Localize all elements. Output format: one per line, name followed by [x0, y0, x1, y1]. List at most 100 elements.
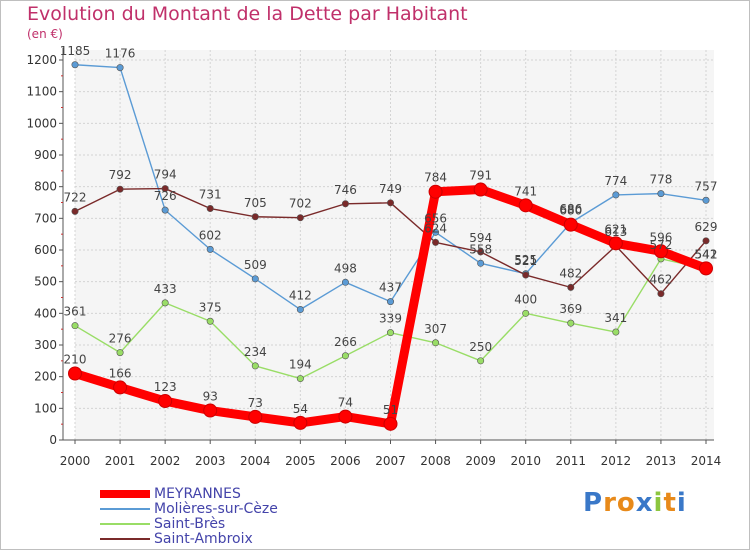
y-tick-label: 1000 — [26, 116, 57, 130]
data-label: 307 — [424, 322, 447, 336]
x-tick-label: 2011 — [556, 454, 587, 468]
data-label: 521 — [514, 254, 537, 268]
data-point — [203, 403, 218, 418]
data-label: 784 — [424, 171, 447, 185]
data-label: 731 — [199, 188, 222, 202]
data-label: 437 — [379, 281, 402, 295]
y-tick-label: 400 — [34, 306, 57, 320]
data-point — [518, 198, 533, 213]
data-label: 757 — [695, 179, 718, 193]
data-label: 774 — [604, 174, 627, 188]
data-label: 749 — [379, 182, 402, 196]
legend-item-meyrannes: MEYRANNES — [100, 487, 241, 501]
data-label: 462 — [649, 273, 672, 287]
y-tick-label: 300 — [34, 338, 57, 352]
data-label: 400 — [514, 292, 537, 306]
data-point — [702, 237, 710, 245]
data-point — [251, 213, 259, 221]
x-tick-label: 2013 — [646, 454, 677, 468]
y-tick-label: 200 — [34, 370, 57, 384]
y-tick-label: 100 — [34, 401, 57, 415]
data-point — [612, 191, 620, 199]
data-label: 525 — [514, 253, 537, 267]
data-point — [657, 290, 665, 298]
data-point — [567, 283, 575, 291]
data-point — [161, 185, 169, 193]
legend-swatch-molieres — [100, 508, 150, 510]
legend-item-molieres: Molières-sur-Cèze — [100, 502, 278, 516]
x-tick-label: 2000 — [60, 454, 91, 468]
data-point — [71, 61, 79, 69]
data-point — [158, 394, 173, 409]
legend-item-saint-ambroix: Saint-Ambroix — [100, 532, 253, 546]
data-point — [116, 349, 124, 357]
x-tick-label: 2003 — [195, 454, 226, 468]
data-label: 705 — [244, 196, 267, 210]
x-tick-label: 2004 — [240, 454, 271, 468]
logo-letter: x — [635, 488, 654, 518]
series-saint-br-s — [71, 255, 710, 383]
data-label: 341 — [604, 311, 627, 325]
data-label: 166 — [109, 366, 132, 380]
data-label: 680 — [559, 204, 582, 218]
x-tick-label: 2012 — [601, 454, 632, 468]
data-label: 572 — [649, 238, 672, 252]
data-label: 741 — [514, 184, 537, 198]
data-label: 51 — [383, 403, 398, 417]
data-label: 558 — [469, 242, 492, 256]
legend-label: Saint-Ambroix — [154, 531, 253, 547]
x-tick-label: 2009 — [465, 454, 496, 468]
data-label: 613 — [604, 225, 627, 239]
data-point — [477, 357, 485, 365]
logo-letter: t — [663, 488, 677, 518]
data-point — [612, 328, 620, 336]
data-point — [477, 259, 485, 267]
data-label: 93 — [203, 390, 218, 404]
data-label: 509 — [244, 258, 267, 272]
legend-item-saint-bres: Saint-Brès — [100, 517, 225, 531]
logo-letter: o — [616, 488, 636, 518]
x-tick-label: 2014 — [691, 454, 722, 468]
data-label: 123 — [154, 380, 177, 394]
y-tick-label: 1200 — [26, 53, 57, 67]
data-label: 234 — [244, 345, 267, 359]
y-tick-label: 700 — [34, 211, 57, 225]
y-tick-label: 600 — [34, 243, 57, 257]
data-label: 276 — [109, 332, 132, 346]
data-point — [293, 415, 308, 430]
data-point — [563, 217, 578, 232]
data-label: 629 — [695, 220, 718, 234]
data-label: 1185 — [60, 44, 91, 58]
data-point — [341, 278, 349, 286]
data-label: 624 — [424, 221, 447, 235]
y-tick-label: 1100 — [26, 85, 57, 99]
data-label: 602 — [199, 228, 222, 242]
data-label: 498 — [334, 261, 357, 275]
data-point — [296, 375, 304, 383]
x-tick-label: 2008 — [420, 454, 451, 468]
data-label: 1176 — [105, 47, 136, 61]
data-point — [116, 64, 124, 72]
x-tick-label: 2005 — [285, 454, 316, 468]
data-label: 266 — [334, 335, 357, 349]
y-tick-label: 500 — [34, 275, 57, 289]
data-point — [206, 205, 214, 213]
data-label: 621 — [604, 222, 627, 236]
data-point — [116, 185, 124, 193]
legend-swatch-saint-bres — [100, 523, 150, 525]
data-point — [206, 245, 214, 253]
data-label: 656 — [424, 211, 447, 225]
data-point — [522, 309, 530, 317]
x-tick-label: 2006 — [330, 454, 361, 468]
data-label: 746 — [334, 183, 357, 197]
data-point — [653, 244, 668, 259]
data-point — [386, 329, 394, 337]
data-label: 369 — [559, 302, 582, 316]
logo-letter: i — [676, 488, 687, 518]
data-point — [296, 214, 304, 222]
data-point — [113, 380, 128, 395]
chart-title: Evolution du Montant de la Dette par Hab… — [27, 3, 468, 25]
legend-swatch-meyrannes — [100, 490, 150, 498]
data-point — [567, 319, 575, 327]
